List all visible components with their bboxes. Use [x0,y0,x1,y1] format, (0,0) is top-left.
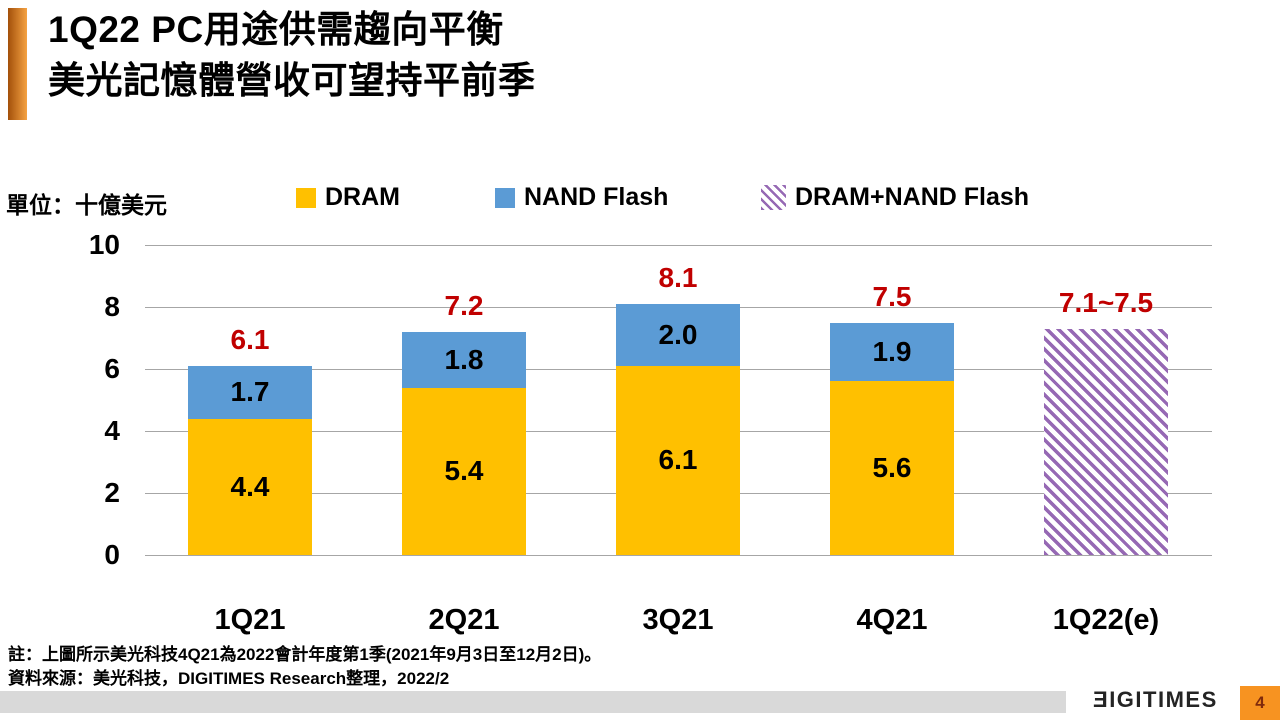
footnote-note: 註：上圖所示美光科技4Q21為2022會計年度第1季(2021年9月3日至12月… [8,645,602,664]
dram-legend-label: DRAM [325,183,400,211]
category-label-1q22e: 1Q22(e) [1052,604,1160,636]
y-axis-tick-label-0: 0 [104,539,120,570]
value-label-2q21-dram: 5.4 [444,455,484,487]
page-number-box: 4 [1240,686,1280,720]
bar-3q21-dram-segment: 6.1 [616,365,740,555]
gridline-0 [145,555,1212,556]
total-label-2q21: 7.2 [444,289,484,321]
gridline-10 [145,245,1212,246]
value-label-3q21-dram: 6.1 [658,444,698,476]
nand-legend-swatch [495,187,515,208]
digitimes-logo-text: IGITIMES [1109,687,1218,712]
bar-1q21-nand-segment: 1.7 [188,365,312,419]
digitimes-logo-glyph: Ǝ [1093,687,1110,712]
y-axis-tick-label-6: 6 [104,353,120,384]
legend-item-dram: DRAM [296,183,400,212]
unit-label: 單位：十億美元 [6,192,167,218]
y-axis-tick-label-10: 10 [88,229,120,260]
y-axis-tick-label-8: 8 [104,291,120,322]
category-label-3q21: 3Q21 [642,604,714,636]
y-axis-tick-label-4: 4 [104,415,120,446]
y-axis-tick-label-2: 2 [104,477,120,508]
bar-2q21-dram-segment: 5.4 [402,387,526,555]
page-title-line1: 1Q22 PC用途供需趨向平衡 [48,9,504,50]
digitimes-logo: ƎIGITIMES [1093,687,1218,713]
bar-2q21-nand-segment: 1.8 [402,331,526,388]
value-label-1q21-dram: 4.4 [230,470,270,502]
total-label-1q21: 6.1 [230,323,270,355]
value-label-4q21-nand: 1.9 [872,335,912,367]
bar-4q21-nand-segment: 1.9 [830,322,954,382]
hatch-legend-swatch [761,185,786,210]
total-label-3q21: 8.1 [658,261,698,293]
total-label-4q21: 7.5 [872,280,912,312]
footnote-source: 資料來源：美光科技，DIGITIMES Research整理，2022/2 [8,669,450,688]
bar-4q21-dram-segment: 5.6 [830,381,954,555]
total-label-1q22e: 7.1~7.5 [1058,286,1154,318]
nand-legend-label: NAND Flash [524,183,669,211]
value-label-1q21-nand: 1.7 [230,376,270,408]
value-label-4q21-dram: 5.6 [872,452,912,484]
value-label-2q21-nand: 1.8 [444,343,484,375]
legend-item-nand-flash: NAND Flash [495,183,668,212]
bar-3q21-nand-segment: 2.0 [616,303,740,366]
page-title-line2: 美光記憶體營收可望持平前季 [48,60,536,101]
category-label-2q21: 2Q21 [428,604,500,636]
value-label-3q21-nand: 2.0 [658,318,698,350]
page-number: 4 [1255,693,1265,712]
page-title: 1Q22 PC用途供需趨向平衡 美光記憶體營收可望持平前季 [48,4,536,106]
category-label-1q21: 1Q21 [214,604,286,636]
bar-1q22e-estimate-hatched [1044,328,1168,555]
category-label-4q21: 4Q21 [856,604,928,636]
bar-1q21-dram-segment: 4.4 [188,418,312,555]
dram-legend-swatch [296,187,316,208]
footer-bar [0,691,1066,713]
legend-item-dram-plus-nand: DRAM+NAND Flash [761,183,1029,212]
hatch-legend-label: DRAM+NAND Flash [795,183,1030,211]
title-accent-bar [8,8,27,120]
